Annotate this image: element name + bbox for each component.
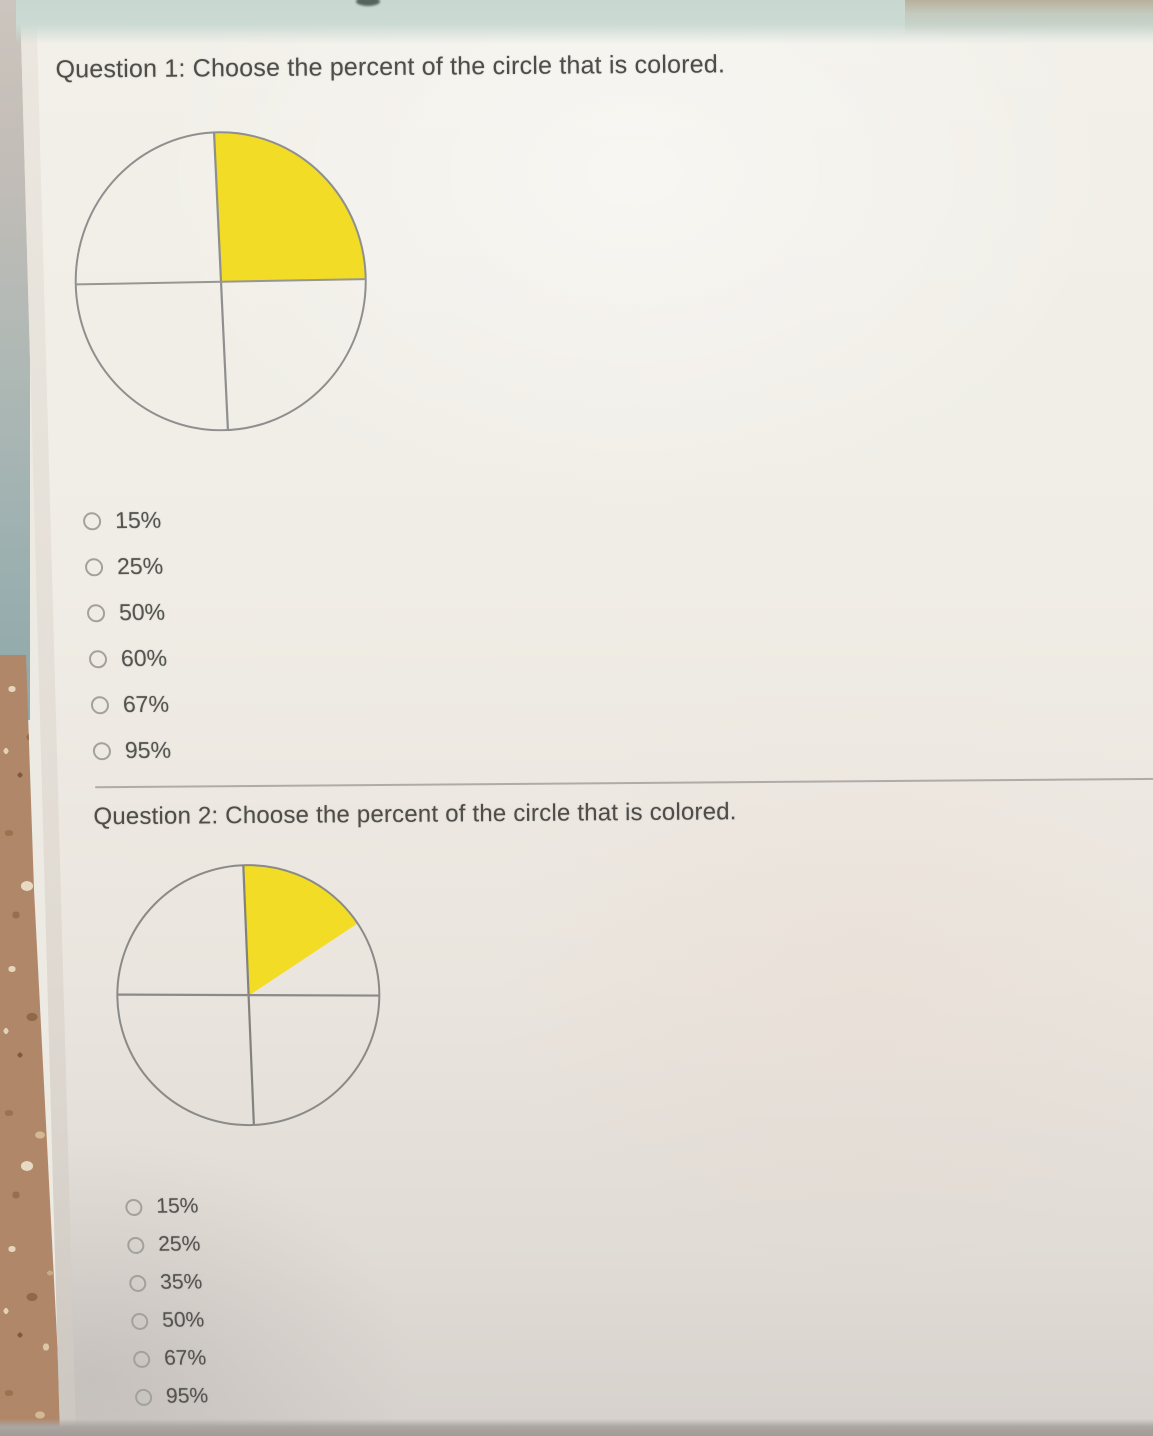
radio-button-unselected[interactable] bbox=[88, 649, 108, 668]
radio-button-unselected[interactable] bbox=[84, 557, 104, 576]
radio-button-unselected[interactable] bbox=[134, 1388, 153, 1406]
answer-option[interactable]: 95% bbox=[134, 1384, 209, 1409]
radio-button-unselected[interactable] bbox=[92, 741, 112, 760]
radio-button-unselected[interactable] bbox=[124, 1198, 143, 1216]
pie-circle-outline bbox=[116, 864, 381, 1127]
question-1-options: 15% 25% 50% 60% 67% 95% bbox=[82, 506, 172, 765]
radio-button-unselected[interactable] bbox=[90, 695, 110, 714]
radio-button-unselected[interactable] bbox=[132, 1350, 151, 1368]
colored-sector bbox=[243, 865, 358, 996]
colored-sector bbox=[214, 132, 366, 282]
radio-button-unselected[interactable] bbox=[82, 511, 102, 530]
answer-option[interactable]: 25% bbox=[84, 552, 164, 581]
radio-button-unselected[interactable] bbox=[128, 1274, 147, 1292]
answer-option-label: 60% bbox=[120, 644, 168, 672]
answer-option-label: 35% bbox=[159, 1270, 203, 1294]
answer-option-label: 25% bbox=[157, 1232, 201, 1256]
pie-circle-outline bbox=[74, 131, 367, 432]
answer-option[interactable]: 15% bbox=[82, 506, 162, 535]
answer-option[interactable]: 50% bbox=[130, 1308, 205, 1333]
answer-option[interactable]: 60% bbox=[88, 644, 168, 673]
answer-option-label: 95% bbox=[124, 736, 172, 764]
radio-button-unselected[interactable] bbox=[86, 603, 106, 622]
answer-option[interactable]: 95% bbox=[92, 737, 171, 765]
answer-option[interactable]: 15% bbox=[124, 1194, 199, 1219]
question-2-options: 15% 25% 35% 50% 67% 95% bbox=[124, 1194, 209, 1409]
horizontal-diameter-line bbox=[117, 993, 380, 997]
answer-option-label: 67% bbox=[163, 1346, 207, 1370]
answer-option[interactable]: 67% bbox=[132, 1346, 207, 1371]
top-right-tan-patch bbox=[905, 0, 1153, 36]
answer-option-label: 50% bbox=[161, 1308, 205, 1332]
question-2-title: Question 2: Choose the percent of the ci… bbox=[93, 798, 737, 831]
answer-option[interactable]: 50% bbox=[86, 598, 166, 627]
question-1-pie-figure bbox=[74, 131, 367, 432]
question-divider bbox=[95, 777, 1153, 789]
question-1-title: Question 1: Choose the percent of the ci… bbox=[55, 50, 726, 84]
answer-option[interactable]: 35% bbox=[128, 1270, 203, 1295]
top-edge-smudge bbox=[356, 0, 380, 6]
radio-button-unselected[interactable] bbox=[126, 1236, 145, 1254]
screen-bottom-band bbox=[0, 1419, 1153, 1436]
answer-option-label: 25% bbox=[116, 552, 164, 580]
answer-option[interactable]: 25% bbox=[126, 1232, 201, 1257]
answer-option-label: 50% bbox=[118, 598, 166, 626]
answer-option-label: 67% bbox=[122, 690, 170, 718]
radio-button-unselected[interactable] bbox=[130, 1312, 149, 1330]
question-2-pie-figure bbox=[116, 864, 381, 1127]
answer-option-label: 15% bbox=[114, 506, 162, 534]
horizontal-diameter-line bbox=[76, 278, 366, 286]
answer-option-label: 15% bbox=[155, 1194, 199, 1218]
answer-option-label: 95% bbox=[165, 1384, 209, 1408]
answer-option[interactable]: 67% bbox=[90, 690, 170, 719]
